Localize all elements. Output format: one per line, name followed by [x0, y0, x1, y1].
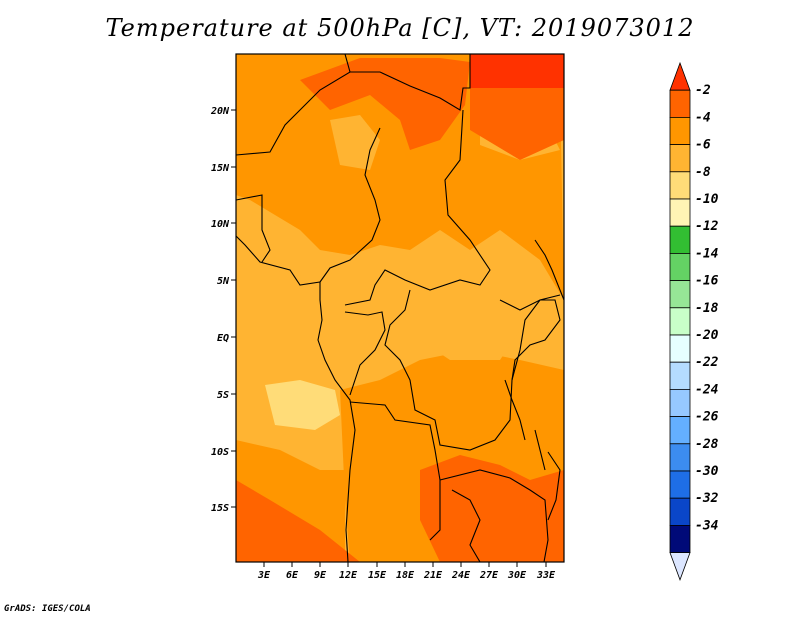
- lat-label: EQ: [217, 333, 229, 344]
- lake-malawi: [534, 429, 546, 471]
- colorbar-top-arrow: [669, 61, 691, 91]
- border-east-africa: [499, 299, 561, 381]
- colorbar-swatch: [669, 89, 691, 118]
- colorbar-swatch: [669, 416, 691, 445]
- lat-label: 15S: [211, 503, 229, 514]
- colorbar-label: -10: [695, 192, 719, 207]
- colorbar-label: -24: [695, 382, 719, 397]
- lon-label: 21E: [423, 570, 443, 581]
- colorbar-swatch: [669, 443, 691, 472]
- map-frame: [235, 53, 565, 563]
- field-band-8-congo: [420, 290, 520, 360]
- colorbar-swatch: [669, 525, 691, 554]
- colorbar-label: -28: [695, 437, 719, 452]
- colorbar-label: -12: [695, 219, 719, 234]
- colorbar-swatch: [669, 497, 691, 526]
- colorbar-label: -26: [695, 410, 719, 425]
- border-west-africa: [236, 194, 271, 263]
- colorbar-label: -2: [695, 83, 711, 98]
- colorbar-label: -8: [695, 165, 711, 180]
- border-congo-gabon: [344, 311, 386, 396]
- lon-label: 27E: [479, 570, 499, 581]
- chart-title: Temperature at 500hPa [C], VT: 201907301…: [105, 14, 695, 42]
- field-band-8-west: [236, 270, 345, 410]
- border-nigeria-chad: [319, 127, 381, 283]
- colorbar-label: -34: [695, 518, 719, 533]
- colorbar-label: -4: [695, 110, 711, 125]
- lat-label: 20N: [210, 106, 230, 117]
- lon-label: 24E: [451, 570, 471, 581]
- country-borders: [236, 54, 564, 562]
- colorbar-swatch: [669, 361, 691, 390]
- lon-label: 15E: [368, 570, 387, 581]
- colorbar-swatch: [669, 225, 691, 254]
- colorbar-swatch: [669, 470, 691, 499]
- lon-label: 30E: [507, 570, 527, 581]
- colorbar-swatch: [669, 144, 691, 173]
- colorbar-label: -22: [695, 355, 719, 370]
- field-band-10-gabon: [265, 380, 340, 430]
- lon-label: 3E: [257, 570, 271, 581]
- field-band-2-libya: [470, 54, 564, 88]
- colorbar-swatch: [669, 334, 691, 363]
- border-botswana: [451, 489, 481, 562]
- lake-tanganyika: [504, 379, 526, 441]
- lon-label: 33E: [536, 570, 556, 581]
- coastline-west: [236, 235, 356, 562]
- border-ethiopia: [534, 239, 564, 301]
- field-band-4-north: [300, 58, 470, 150]
- colorbar-swatch: [669, 280, 691, 309]
- lon-label: 18E: [396, 570, 415, 581]
- colorbar-label: -16: [695, 274, 719, 289]
- lat-label: 5S: [217, 390, 229, 401]
- colorbar-label: -20: [695, 328, 719, 343]
- lat-label: 10N: [211, 219, 230, 230]
- longitude-axis: 3E 6E 9E 12E 15E 18E 21E 24E 27E 30E 33E: [257, 562, 556, 581]
- colorbar-swatch: [669, 171, 691, 200]
- lon-label: 9E: [314, 570, 327, 581]
- colorbar-swatch: [669, 252, 691, 281]
- lat-label: 5N: [217, 276, 230, 287]
- border-zambia-zimbabwe: [439, 469, 549, 562]
- field-band-4-northeast: [470, 88, 564, 160]
- lon-label: 12E: [339, 570, 358, 581]
- border-sahel-north: [236, 54, 471, 156]
- colorbar-label: -32: [695, 491, 719, 506]
- colorbar-label: -6: [695, 138, 711, 153]
- border-chad-car-sudan: [344, 109, 491, 306]
- colorbar: -2 -4 -6 -8 -10 -12 -14 -16 -18 -20 -22 -24 -26 -28 -3…: [669, 61, 719, 581]
- latitude-axis: 20N 15N 10N 5N EQ 5S 10S 15S: [210, 106, 236, 514]
- border-algeria: [344, 54, 351, 73]
- colorbar-label: -14: [695, 246, 719, 261]
- colorbar-swatch: [669, 307, 691, 336]
- field-band-4-southwest: [236, 480, 360, 562]
- footer-credit: GrADS: IGES/COLA: [4, 604, 91, 614]
- border-drc: [384, 289, 561, 451]
- field-band-8-patch: [330, 115, 380, 170]
- colorbar-swatch: [669, 388, 691, 417]
- border-mozambique: [547, 451, 561, 521]
- colorbar-swatch: [669, 117, 691, 146]
- field-band-4-south: [420, 455, 564, 562]
- colorbar-label: -18: [695, 301, 719, 316]
- border-angola: [349, 401, 441, 541]
- colorbar-swatch: [669, 198, 691, 227]
- temperature-field: [236, 54, 564, 562]
- lat-label: 15N: [211, 163, 230, 174]
- lon-label: 6E: [286, 570, 299, 581]
- colorbar-bottom-arrow: [669, 552, 691, 581]
- colorbar-label: -30: [695, 464, 719, 479]
- lat-label: 10S: [211, 447, 229, 458]
